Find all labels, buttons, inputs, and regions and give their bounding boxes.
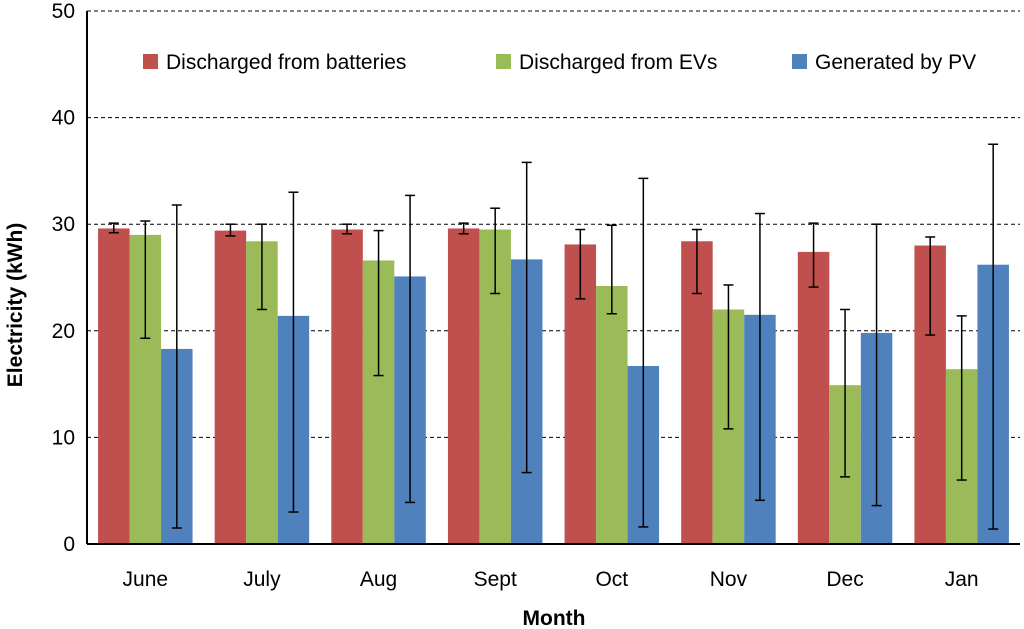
error-bar (754, 212, 765, 502)
bar (214, 230, 247, 544)
bar (447, 228, 480, 545)
legend-swatch (792, 54, 807, 69)
error-bar (405, 194, 416, 504)
x-axis-title: Month (523, 607, 586, 629)
legend-label: Generated by PV (815, 51, 976, 74)
x-tick-label: Sept (474, 568, 517, 591)
error-bar (108, 222, 119, 234)
error-bar (638, 177, 649, 528)
x-tick-label: Nov (710, 568, 748, 591)
legend-item: Generated by PV (792, 51, 976, 74)
error-bar (723, 284, 734, 430)
bar (98, 228, 130, 545)
error-bar (256, 223, 267, 311)
y-tick-label: 40 (52, 107, 75, 130)
y-axis-title: Electricity (kWh) (4, 223, 27, 388)
error-bar (606, 224, 617, 315)
error-bar (490, 207, 501, 295)
x-tick-label: Dec (826, 568, 863, 591)
y-tick-label: 50 (52, 0, 75, 23)
error-bar (988, 143, 999, 530)
x-tick-label: June (123, 568, 169, 591)
x-tick-label: Jan (945, 568, 979, 591)
error-bar (225, 223, 236, 237)
y-tick-label: 30 (52, 213, 75, 236)
error-bar (840, 308, 851, 478)
bar (331, 229, 363, 544)
bars (98, 228, 1009, 545)
legend-swatch (143, 54, 158, 69)
legend-label: Discharged from EVs (519, 51, 717, 74)
y-tick-label: 0 (63, 533, 75, 556)
error-bar (956, 315, 967, 481)
x-tick-label: July (243, 568, 281, 591)
error-bar (575, 228, 586, 300)
error-bar (691, 228, 702, 295)
x-tick-label: Aug (360, 568, 397, 591)
error-bar (871, 223, 882, 507)
error-bar (458, 222, 469, 235)
y-tick-label: 10 (52, 426, 75, 449)
error-bar (140, 220, 151, 340)
error-bar (342, 223, 353, 235)
x-tick-label: Oct (595, 568, 628, 591)
y-tick-label: 20 (52, 320, 75, 343)
tick-labels: 0 10 20 30 40 50 June July Aug Sept Oct Nov Dec Jan (52, 0, 979, 591)
axes (86, 11, 1020, 545)
error-bar (925, 236, 936, 336)
bar (596, 286, 628, 544)
legend-item: Discharged from batteries (143, 51, 406, 74)
legend-item: Discharged from EVs (496, 51, 717, 74)
error-bar (288, 191, 299, 513)
error-bar (521, 161, 532, 474)
legend-label: Discharged from batteries (166, 51, 406, 74)
error-bar (808, 222, 819, 288)
error-bar (373, 229, 384, 377)
legend: Discharged from batteries Discharged from… (143, 51, 976, 74)
error-bar (171, 204, 182, 529)
error-bars (108, 143, 999, 530)
legend-swatch (496, 54, 511, 69)
bar (797, 251, 830, 544)
